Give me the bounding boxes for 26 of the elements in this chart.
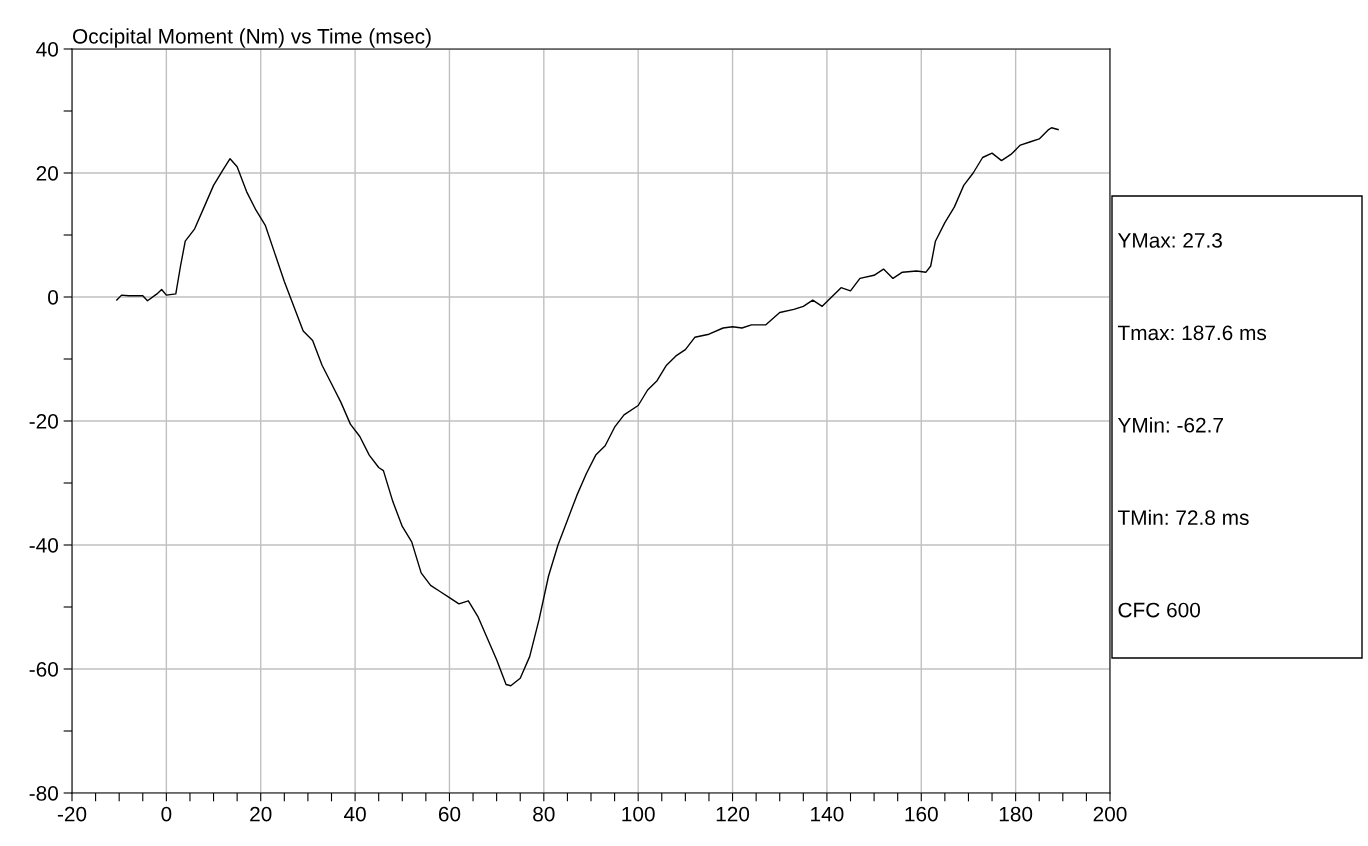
text: TMin: 72.8 ms xyxy=(1117,509,1249,525)
x-tick-label: 120 xyxy=(716,806,750,822)
x-tick-label: -20 xyxy=(57,806,87,822)
chart-title: Occipital Moment (Nm) vs Time (msec) xyxy=(72,28,431,48)
x-tick-label: 60 xyxy=(438,806,461,822)
y-tick-label: 40 xyxy=(36,42,58,57)
y-tick-label: -60 xyxy=(29,662,58,677)
text: Tmax: 187.6 ms xyxy=(1117,325,1267,341)
y-tick-label: -20 xyxy=(29,414,58,429)
x-tick-label: 20 xyxy=(250,806,272,822)
x-tick-label: 100 xyxy=(622,806,655,822)
x-tick-label: 80 xyxy=(533,806,555,822)
line-series xyxy=(116,127,1059,687)
y-tick-label: 0 xyxy=(48,290,58,305)
text: YMax: 27.3 xyxy=(1117,233,1222,248)
text: YMin: -62.7 xyxy=(1117,417,1223,433)
x-tick-label: 200 xyxy=(1093,806,1127,822)
y-tick-label: 20 xyxy=(36,166,58,181)
x-tick-label: 40 xyxy=(343,806,366,822)
x-tick-label: 160 xyxy=(905,806,938,822)
y-tick-label: -80 xyxy=(29,786,58,801)
x-tick-label: 0 xyxy=(161,806,172,822)
x-tick-label: 140 xyxy=(811,806,844,822)
x-tick-label: 180 xyxy=(999,806,1033,822)
y-tick-label: -40 xyxy=(29,538,58,553)
text: CFC 600 xyxy=(1118,602,1201,618)
